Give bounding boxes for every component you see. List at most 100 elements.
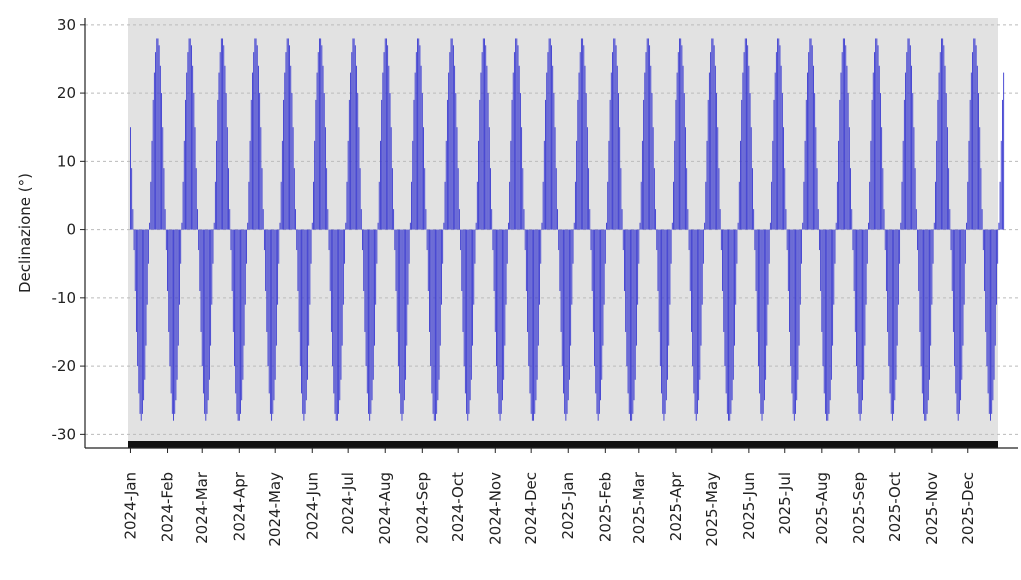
bar	[439, 229, 441, 346]
bar	[719, 209, 721, 230]
bar	[189, 38, 191, 230]
bar	[220, 38, 222, 230]
bar	[759, 229, 761, 394]
bar	[616, 65, 618, 230]
bar	[732, 229, 734, 380]
bar	[981, 209, 983, 230]
bar	[462, 229, 464, 332]
bar	[391, 168, 393, 230]
bar	[284, 72, 286, 230]
bar	[814, 93, 816, 230]
bar	[746, 38, 747, 230]
bar	[309, 229, 311, 305]
bar	[277, 229, 279, 305]
bar	[992, 229, 994, 401]
bar	[816, 168, 818, 230]
bar	[326, 168, 328, 230]
bar	[492, 229, 494, 251]
bar	[657, 229, 659, 292]
bar	[262, 209, 264, 230]
x-tick-label: 2025-Jul	[776, 472, 794, 535]
bar	[135, 229, 137, 332]
bar	[146, 229, 148, 305]
bar	[563, 229, 564, 394]
bar	[247, 222, 249, 230]
bar	[984, 229, 985, 292]
bar	[686, 168, 688, 230]
bar	[224, 65, 226, 230]
bar	[329, 229, 331, 292]
bar	[346, 181, 348, 230]
bar	[522, 168, 524, 230]
bar	[485, 45, 487, 230]
x-tick-label: 2025-Feb	[596, 472, 614, 542]
bar	[931, 229, 933, 305]
bar	[274, 229, 276, 380]
bar	[958, 229, 960, 414]
bar	[242, 229, 244, 380]
bar	[348, 99, 350, 230]
bar	[869, 181, 871, 230]
bar	[946, 127, 948, 230]
bar	[516, 38, 518, 230]
bar	[295, 209, 296, 230]
bar	[885, 229, 887, 292]
x-tick-label: 2025-Aug	[813, 472, 831, 545]
bar	[362, 229, 363, 251]
bar	[622, 229, 624, 251]
bar	[664, 229, 666, 414]
bar	[817, 209, 819, 230]
bar	[246, 229, 247, 264]
bar	[473, 229, 475, 305]
bar	[214, 181, 216, 230]
bar	[626, 229, 628, 367]
bar	[356, 65, 357, 230]
bar	[669, 229, 671, 305]
bar	[833, 229, 835, 305]
bar	[693, 229, 695, 394]
bar	[795, 229, 796, 414]
bar	[521, 127, 523, 230]
bar	[882, 168, 884, 230]
bar	[490, 168, 491, 230]
bar	[299, 229, 301, 367]
bar	[875, 38, 877, 230]
bar	[334, 229, 336, 414]
bar	[183, 140, 185, 230]
bar	[590, 229, 592, 251]
bar	[378, 181, 380, 230]
bar	[580, 38, 582, 230]
bar	[740, 140, 741, 230]
bar	[545, 99, 546, 230]
bar	[743, 52, 745, 230]
bar	[589, 209, 591, 230]
bar	[291, 93, 293, 230]
bar	[950, 229, 952, 251]
bar	[199, 229, 201, 292]
bar	[683, 93, 685, 230]
bar	[826, 229, 828, 421]
bar	[400, 229, 402, 414]
bar	[150, 181, 152, 230]
bar	[499, 229, 501, 421]
bar	[612, 52, 613, 230]
bar	[420, 65, 422, 230]
bar	[561, 229, 563, 367]
bar	[695, 229, 697, 421]
bar	[852, 229, 854, 251]
bar	[592, 229, 594, 332]
bar	[919, 229, 921, 332]
bar	[263, 229, 265, 251]
bar	[566, 229, 568, 414]
bar	[993, 229, 995, 380]
bar	[577, 99, 579, 230]
bar	[637, 229, 639, 305]
x-tick-label: 2024-Jan	[121, 472, 139, 540]
bar	[399, 229, 401, 394]
bar	[890, 229, 892, 414]
bar	[967, 181, 969, 230]
bar	[198, 229, 200, 251]
bar	[724, 229, 726, 367]
bar	[615, 45, 617, 230]
bar	[500, 229, 502, 414]
